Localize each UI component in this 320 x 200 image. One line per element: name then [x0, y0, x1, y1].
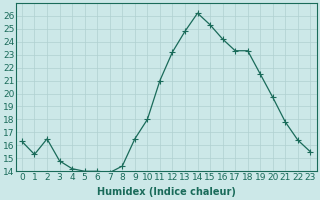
X-axis label: Humidex (Indice chaleur): Humidex (Indice chaleur) — [97, 187, 236, 197]
